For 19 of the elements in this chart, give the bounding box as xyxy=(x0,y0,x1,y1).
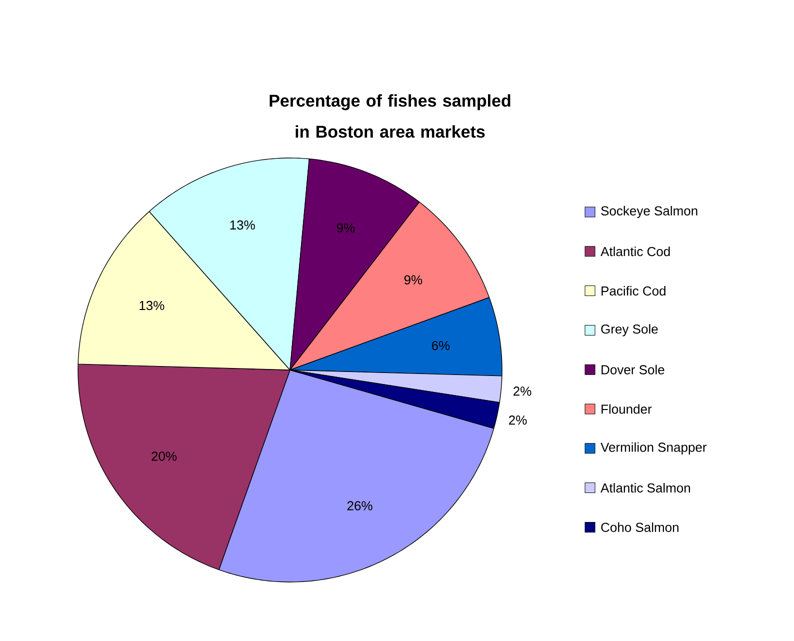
data-label: 13% xyxy=(230,220,255,230)
data-label: 13% xyxy=(140,300,164,310)
data-label: 2% xyxy=(514,386,532,396)
legend-label: Grey Sole xyxy=(601,324,658,336)
data-label: 6% xyxy=(432,340,450,350)
legend-label: Coho Salmon xyxy=(601,522,678,532)
legend-label: Vermilion Snapper xyxy=(600,442,707,454)
chart-title: Percentage of fishes sampled in Boston area markets xyxy=(270,94,510,138)
legend-label: Atlantic Salmon xyxy=(600,483,690,493)
data-label: 26% xyxy=(347,501,372,510)
data-label: 2% xyxy=(509,415,527,425)
legend-label: Pacific Cod xyxy=(602,286,666,296)
legend-label: Atlantic Cod xyxy=(600,246,670,256)
legend-label: Flounder xyxy=(602,404,652,414)
data-label: 9% xyxy=(336,223,355,232)
legend-label: Dover Sole xyxy=(602,364,664,374)
data-label: 20% xyxy=(152,452,177,461)
data-label: 9% xyxy=(404,275,422,284)
legend-label: Sockeye Salmon xyxy=(601,206,698,218)
